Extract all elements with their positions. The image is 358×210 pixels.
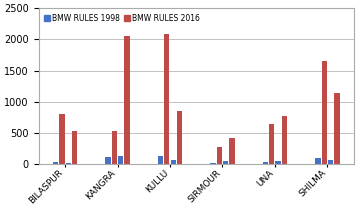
Bar [112, 131, 117, 164]
Bar [124, 36, 130, 164]
Bar [66, 163, 71, 164]
Bar [53, 162, 58, 164]
Bar [263, 162, 268, 164]
Bar [72, 131, 77, 164]
Bar [322, 61, 327, 164]
Bar [211, 163, 216, 164]
Bar [106, 157, 111, 164]
Bar [315, 158, 321, 164]
Bar [223, 161, 228, 164]
Bar [118, 156, 123, 164]
Bar [59, 114, 64, 164]
Bar [334, 93, 339, 164]
Bar [328, 160, 333, 164]
Bar [229, 138, 234, 164]
Bar [282, 116, 287, 164]
Bar [217, 147, 222, 164]
Legend: BMW RULES 1998, BMW RULES 2016: BMW RULES 1998, BMW RULES 2016 [43, 12, 202, 24]
Bar [269, 124, 275, 164]
Bar [170, 160, 176, 164]
Bar [164, 34, 169, 164]
Bar [158, 156, 163, 164]
Bar [177, 110, 182, 164]
Bar [275, 161, 281, 164]
